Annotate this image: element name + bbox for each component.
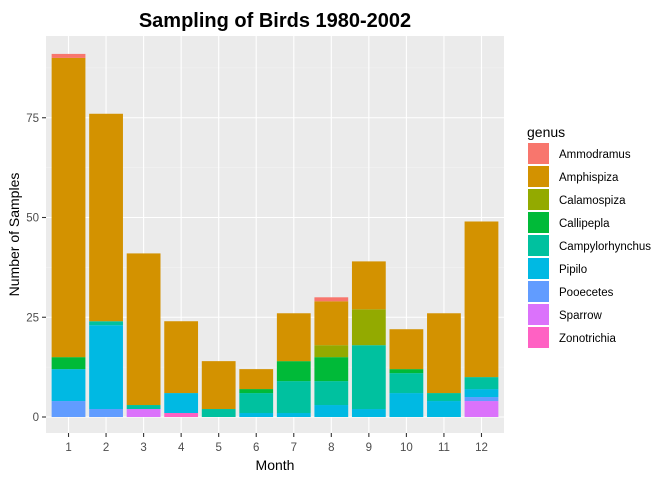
bar-segment-pipilo-month-6 — [239, 413, 274, 417]
bar-segment-pipilo-month-10 — [389, 393, 424, 417]
bar-segment-amphispiza-month-11 — [427, 313, 461, 394]
x-tick-label: 10 — [400, 442, 413, 454]
legend-swatch-calamospiza — [528, 189, 549, 210]
bar-segment-sparrow-month-12 — [464, 401, 499, 417]
bar-segment-amphispiza-month-2 — [89, 113, 123, 322]
bar-segment-calamospiza-month-9 — [351, 309, 386, 346]
bar-segment-sparrow-month-3 — [126, 409, 161, 417]
bar-segment-pipilo-month-9 — [351, 409, 386, 417]
y-tick-label: 0 — [33, 412, 39, 424]
bar-segment-pipilo-month-12 — [464, 389, 499, 398]
x-tick-label: 5 — [215, 442, 221, 454]
bar-segment-campylorhynchus-month-7 — [276, 381, 311, 414]
bar-segment-amphispiza-month-4 — [164, 321, 199, 394]
bar-segment-campylorhynchus-month-5 — [201, 409, 236, 417]
bar-segment-ammodramus-month-8 — [314, 297, 349, 302]
x-tick-label: 8 — [328, 442, 334, 454]
bar-segment-pipilo-month-4 — [164, 393, 199, 414]
bar-segment-callipepla-month-7 — [276, 361, 311, 382]
x-tick-label: 9 — [366, 442, 372, 454]
bar-segment-zonotrichia-month-4 — [164, 413, 199, 417]
x-tick-label: 2 — [103, 442, 109, 454]
bar-segment-amphispiza-month-5 — [201, 361, 236, 410]
y-tick-label: 50 — [26, 213, 39, 225]
x-tick-label: 4 — [178, 442, 185, 454]
x-axis-title: Month — [256, 457, 295, 473]
legend-swatch-sparrow — [528, 304, 549, 325]
bar-segment-pipilo-month-2 — [89, 325, 123, 410]
legend-swatch-pooecetes — [528, 281, 549, 302]
bar-segment-callipepla-month-1 — [51, 357, 86, 370]
legend-swatch-pipilo — [528, 258, 549, 279]
bar-segment-campylorhynchus-month-10 — [389, 373, 424, 394]
bar-segment-callipepla-month-10 — [389, 369, 424, 374]
legend-swatch-ammodramus — [528, 143, 549, 164]
legend: genus Ammodramus Amphispiza Calamospiza Cal… — [527, 124, 651, 348]
bar-segment-pipilo-month-11 — [427, 401, 461, 417]
x-tick-label: 1 — [65, 442, 71, 454]
x-axis: 1 2 3 4 5 6 7 8 9 10 11 12 — [65, 433, 488, 454]
bar-segment-campylorhynchus-month-6 — [239, 393, 274, 414]
legend-swatch-callipepla — [528, 212, 549, 233]
bar-segment-calamospiza-month-8 — [314, 345, 349, 358]
bar-segment-callipepla-month-6 — [239, 389, 274, 394]
bar-segment-campylorhynchus-month-11 — [427, 393, 461, 402]
bar-segment-pooecetes-month-12 — [464, 397, 499, 402]
legend-swatch-zonotrichia — [528, 327, 549, 348]
bar-segment-pooecetes-month-2 — [89, 409, 123, 417]
bar-segment-pipilo-month-1 — [51, 369, 86, 402]
legend-label-sparrow: Sparrow — [559, 310, 603, 322]
bar-segment-amphispiza-month-6 — [239, 369, 274, 390]
bar-segment-amphispiza-month-3 — [126, 253, 161, 406]
legend-label-amphispiza: Amphispiza — [559, 172, 619, 184]
y-tick-label: 75 — [26, 113, 39, 125]
y-axis-title: Number of Samples — [6, 173, 22, 297]
bar-segment-pipilo-month-8 — [314, 405, 349, 417]
legend-swatch-campylorhynchus — [528, 235, 549, 256]
y-tick-label: 25 — [26, 312, 39, 324]
bar-segment-campylorhynchus-month-2 — [89, 321, 123, 326]
bar-segment-amphispiza-month-12 — [464, 221, 499, 378]
legend-label-ammodramus: Ammodramus — [559, 149, 631, 161]
bar-segment-amphispiza-month-8 — [314, 301, 349, 346]
bar-segment-amphispiza-month-7 — [276, 313, 311, 362]
bar-segment-campylorhynchus-month-12 — [464, 377, 499, 390]
legend-label-pooecetes: Pooecetes — [559, 287, 614, 299]
bar-segment-campylorhynchus-month-3 — [126, 405, 161, 410]
legend-label-campylorhynchus: Campylorhynchus — [559, 241, 651, 253]
bar-segment-amphispiza-month-9 — [351, 261, 386, 310]
legend-swatch-amphispiza — [528, 166, 549, 187]
bar-segment-callipepla-month-8 — [314, 357, 349, 382]
bar-segment-campylorhynchus-month-9 — [351, 345, 386, 410]
bar-segment-amphispiza-month-10 — [389, 329, 424, 370]
bar-segment-pipilo-month-7 — [276, 413, 311, 417]
x-tick-label: 3 — [140, 442, 146, 454]
bar-segment-campylorhynchus-month-8 — [314, 381, 349, 406]
x-tick-label: 7 — [291, 442, 297, 454]
x-tick-label: 6 — [253, 442, 259, 454]
chart-title: Sampling of Birds 1980-2002 — [139, 10, 411, 32]
legend-label-callipepla: Callipepla — [559, 218, 610, 230]
legend-title: genus — [527, 124, 565, 140]
legend-label-zonotrichia: Zonotrichia — [559, 333, 616, 345]
x-tick-label: 12 — [475, 442, 488, 454]
legend-label-calamospiza: Calamospiza — [559, 195, 626, 207]
bars — [51, 53, 499, 417]
legend-label-pipilo: Pipilo — [559, 264, 587, 276]
bar-segment-ammodramus-month-1 — [51, 53, 86, 58]
bar-segment-amphispiza-month-1 — [51, 57, 86, 358]
x-tick-label: 11 — [438, 442, 450, 454]
y-axis: 0 25 50 75 — [26, 113, 46, 424]
bar-segment-pooecetes-month-1 — [51, 401, 86, 417]
